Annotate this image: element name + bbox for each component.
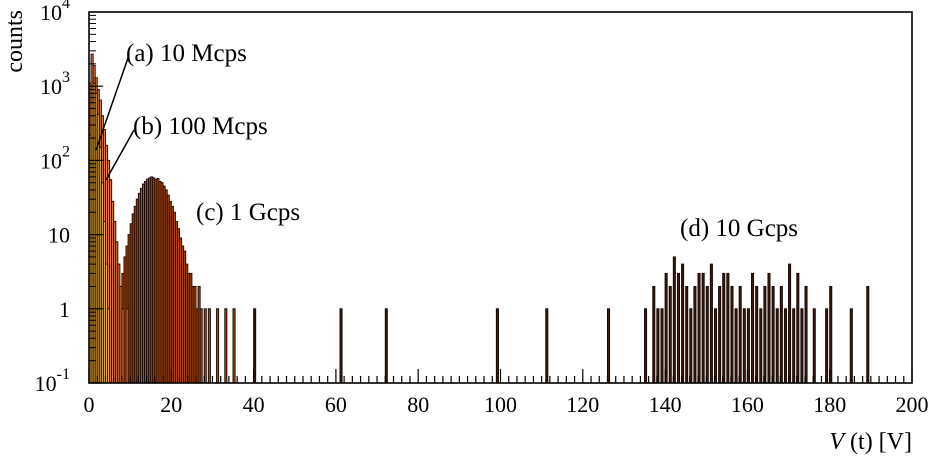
histogram-bar bbox=[107, 308, 111, 384]
annotation-leader-line bbox=[95, 57, 129, 151]
histogram-bar bbox=[199, 308, 203, 384]
histogram-bar bbox=[121, 308, 125, 384]
histogram-bar bbox=[660, 308, 664, 384]
histogram-bar bbox=[339, 308, 343, 384]
x-tick-label: 100 bbox=[484, 392, 517, 417]
histogram-bar bbox=[779, 285, 783, 384]
x-axis-label: V (t) [V] bbox=[829, 429, 912, 455]
histogram-bar bbox=[759, 308, 763, 384]
histogram-bar bbox=[792, 308, 796, 384]
histogram-bar bbox=[812, 308, 816, 384]
histogram-bar bbox=[742, 308, 746, 384]
histogram-bar bbox=[216, 308, 220, 384]
annotation-label: (d) 10 Gcps bbox=[680, 215, 798, 242]
y-tick-label: 102 bbox=[40, 143, 70, 173]
histogram-bar bbox=[722, 272, 726, 384]
x-tick-label: 160 bbox=[731, 392, 764, 417]
histogram-bar bbox=[866, 285, 870, 384]
histogram-bar bbox=[495, 308, 499, 384]
y-tick-label: 10 bbox=[48, 223, 70, 248]
histogram-bar bbox=[804, 285, 808, 384]
histogram-bar bbox=[125, 308, 129, 384]
histogram-bar bbox=[656, 308, 660, 384]
histogram-bar bbox=[829, 285, 833, 384]
histogram-bar bbox=[763, 285, 767, 384]
histogram-bar bbox=[672, 256, 676, 384]
y-tick-label: 10-1 bbox=[35, 366, 70, 396]
histogram-bar bbox=[232, 308, 236, 384]
histogram-bar bbox=[713, 308, 718, 384]
histogram-bar bbox=[783, 308, 787, 384]
histogram-bar bbox=[771, 285, 775, 384]
histogram-bar bbox=[734, 308, 738, 384]
histogram-bar bbox=[718, 285, 722, 384]
annotation-leader-line bbox=[105, 129, 135, 181]
series-3 bbox=[253, 256, 870, 384]
histogram-bar bbox=[693, 285, 697, 384]
histogram-bar bbox=[709, 263, 713, 384]
histogram-bar bbox=[697, 272, 701, 384]
histogram-bar bbox=[796, 272, 800, 384]
histogram-bar bbox=[203, 308, 207, 384]
histogram-bar bbox=[689, 308, 693, 384]
histogram-bar bbox=[767, 272, 771, 384]
annotations: (a) 10 Mcps (b) 100 Mcps (c) 1 Gcps (d) 10 … bbox=[95, 40, 798, 242]
histogram-bar bbox=[705, 285, 709, 384]
x-tick-label: 200 bbox=[896, 392, 929, 417]
x-tick-label: 180 bbox=[813, 392, 846, 417]
x-tick-label: 140 bbox=[649, 392, 682, 417]
x-tick-label: 40 bbox=[243, 392, 265, 417]
x-tick-label: 80 bbox=[407, 392, 429, 417]
y-axis-label: counts bbox=[2, 10, 28, 73]
annotation-label: (b) 100 Mcps bbox=[133, 113, 268, 140]
histogram-bar bbox=[681, 263, 685, 384]
x-tick-label: 120 bbox=[566, 392, 599, 417]
y-tick-label: 103 bbox=[40, 69, 70, 99]
histogram-bar bbox=[207, 308, 211, 384]
annotation-label: (a) 10 Mcps bbox=[126, 40, 247, 67]
histogram-bar bbox=[668, 285, 672, 384]
x-tick-label: 0 bbox=[84, 392, 95, 417]
histogram-bar bbox=[676, 272, 681, 384]
histogram-bar bbox=[800, 308, 804, 384]
histogram-bar bbox=[652, 285, 656, 384]
histogram-bar bbox=[730, 285, 734, 384]
axis-ticks bbox=[88, 14, 913, 384]
y-tick-label: 104 bbox=[40, 0, 70, 25]
histogram-bar bbox=[644, 308, 648, 384]
histogram-bar bbox=[384, 308, 388, 384]
histogram-bar bbox=[755, 285, 759, 384]
y-tick-label: 1 bbox=[59, 297, 70, 322]
histogram-bar bbox=[726, 272, 730, 384]
histogram-bar bbox=[224, 308, 228, 384]
histogram-bar bbox=[545, 308, 549, 384]
histogram-bar bbox=[738, 285, 742, 384]
histogram-bar bbox=[685, 285, 689, 384]
annotation-label: (c) 1 Gcps bbox=[196, 199, 300, 226]
x-tick-label: 20 bbox=[160, 392, 182, 417]
histogram-bar bbox=[849, 308, 853, 384]
histogram-bar bbox=[775, 308, 779, 384]
histogram-bar bbox=[664, 272, 668, 384]
histogram-bar bbox=[751, 272, 755, 384]
histogram-bar bbox=[606, 308, 611, 384]
histogram-bar bbox=[701, 272, 705, 384]
histogram-bar bbox=[788, 263, 792, 384]
x-tick-label: 60 bbox=[325, 392, 347, 417]
histogram-bar bbox=[825, 308, 829, 384]
